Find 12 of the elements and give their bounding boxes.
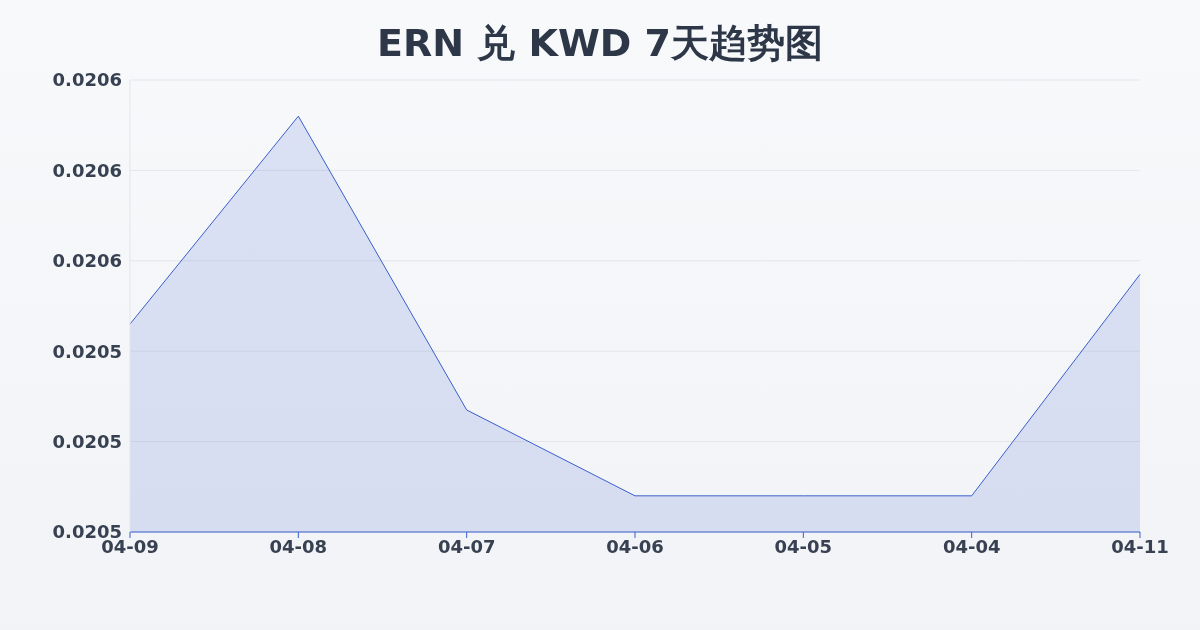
x-tick-label: 04-06	[606, 535, 664, 557]
x-tick-label: 04-08	[269, 535, 328, 557]
y-tick-label: 0.0205	[52, 430, 122, 452]
y-tick-label: 0.0206	[52, 250, 122, 272]
chart-title: ERN 兑 KWD 7天趋势图	[375, 20, 825, 67]
x-tick-label: 04-05	[774, 535, 833, 557]
y-tick-label: 0.0205	[52, 340, 122, 362]
x-tick-label: 04-11	[1111, 535, 1169, 557]
x-tick-label: 04-04	[942, 535, 1001, 557]
y-tick-label: 0.0206	[52, 159, 122, 181]
y-tick-label: 0.0206	[52, 69, 122, 91]
x-tick-label: 04-07	[437, 535, 496, 557]
